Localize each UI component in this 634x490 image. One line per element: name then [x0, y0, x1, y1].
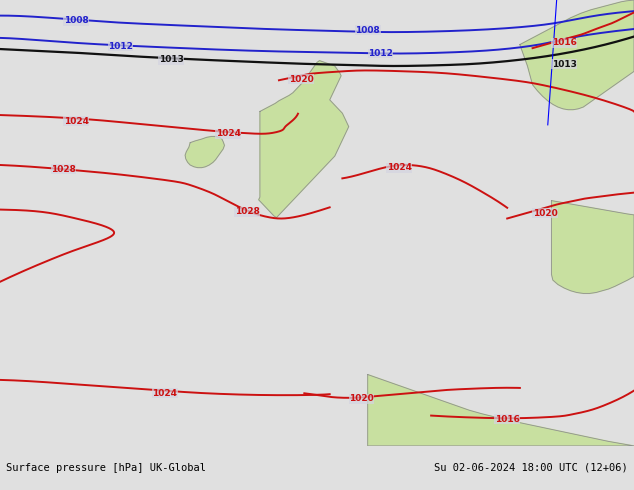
Text: 1028: 1028 [235, 207, 260, 216]
Polygon shape [185, 136, 224, 168]
Text: 1024: 1024 [152, 389, 178, 398]
Text: 1013: 1013 [158, 55, 184, 64]
Polygon shape [259, 61, 349, 218]
Polygon shape [368, 374, 634, 446]
Polygon shape [520, 0, 634, 110]
Text: 1012: 1012 [108, 42, 133, 51]
Text: 1028: 1028 [51, 165, 76, 174]
Text: Surface pressure [hPa] UK-Global: Surface pressure [hPa] UK-Global [6, 463, 206, 473]
Text: 1024: 1024 [387, 163, 412, 172]
Text: 1013: 1013 [552, 60, 577, 69]
Text: 1020: 1020 [533, 209, 558, 218]
Text: 1012: 1012 [368, 49, 393, 58]
Polygon shape [552, 201, 634, 294]
Text: 1020: 1020 [349, 394, 374, 403]
Text: 1016: 1016 [495, 415, 520, 424]
Text: 1020: 1020 [288, 75, 314, 84]
Text: 1024: 1024 [63, 117, 89, 126]
Text: 1016: 1016 [552, 38, 577, 48]
Text: 1008: 1008 [63, 17, 89, 25]
Text: 1008: 1008 [355, 26, 380, 35]
Text: Su 02-06-2024 18:00 UTC (12+06): Su 02-06-2024 18:00 UTC (12+06) [434, 463, 628, 473]
Text: 1024: 1024 [216, 129, 241, 138]
